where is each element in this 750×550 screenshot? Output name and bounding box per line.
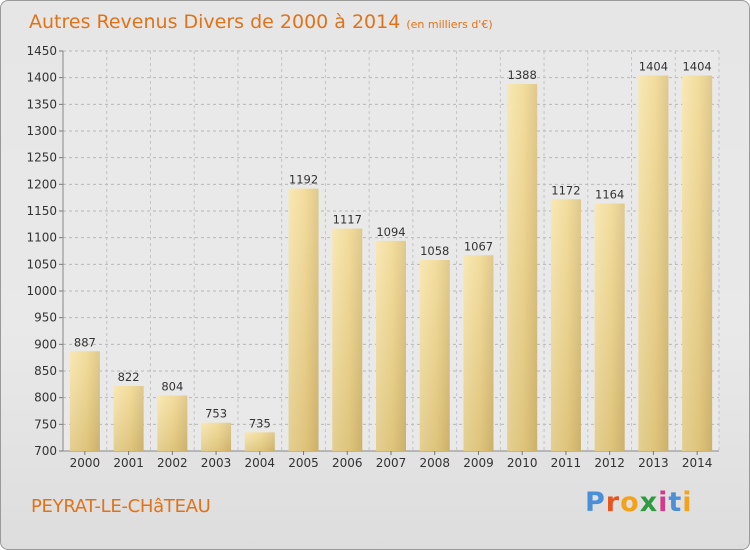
bar-shade bbox=[288, 188, 319, 451]
x-tick-label: 2014 bbox=[682, 456, 713, 470]
y-tick-label: 1200 bbox=[26, 177, 57, 191]
data-label: 1117 bbox=[333, 213, 362, 227]
data-label: 1404 bbox=[682, 60, 711, 74]
y-tick-label: 800 bbox=[34, 391, 57, 405]
bar-shade bbox=[157, 395, 188, 451]
data-label: 887 bbox=[74, 335, 96, 349]
y-tick-label: 1250 bbox=[26, 151, 57, 165]
bar-shade bbox=[201, 422, 232, 451]
x-tick-label: 2013 bbox=[638, 456, 669, 470]
bar-shade bbox=[332, 228, 363, 451]
y-tick-label: 1050 bbox=[26, 257, 57, 271]
y-tick-label: 700 bbox=[34, 444, 57, 458]
bar-shade bbox=[244, 432, 275, 451]
bar-shade bbox=[69, 351, 100, 451]
x-tick-label: 2002 bbox=[157, 456, 188, 470]
x-tick-label: 2011 bbox=[551, 456, 582, 470]
data-label: 1192 bbox=[289, 173, 318, 187]
chart-title: Autres Revenus Divers de 2000 à 2014 (en … bbox=[29, 11, 493, 33]
data-label: 1058 bbox=[420, 244, 449, 258]
proxiti-logo: Proxiti bbox=[585, 487, 693, 518]
chart-unit: (en milliers d'€) bbox=[406, 18, 493, 31]
bar-shade bbox=[507, 84, 538, 452]
x-tick-label: 2005 bbox=[288, 456, 319, 470]
y-tick-label: 900 bbox=[34, 337, 57, 351]
bar-shade bbox=[463, 255, 494, 451]
city-name: PEYRAT-LE-CHâTEAU bbox=[31, 496, 211, 517]
bars bbox=[69, 75, 713, 452]
x-tick-label: 2004 bbox=[245, 456, 276, 470]
data-label: 1404 bbox=[639, 60, 668, 74]
bar-shade bbox=[113, 385, 144, 451]
y-tick-label: 750 bbox=[34, 417, 57, 431]
bar-shade bbox=[419, 260, 450, 451]
x-tick-label: 2001 bbox=[113, 456, 144, 470]
x-tick-label: 2010 bbox=[507, 456, 538, 470]
bar-shade bbox=[594, 203, 625, 451]
y-tick-label: 1450 bbox=[26, 44, 57, 58]
data-label: 804 bbox=[161, 380, 183, 394]
y-tick-label: 1300 bbox=[26, 124, 57, 138]
y-tick-label: 1400 bbox=[26, 71, 57, 85]
bar-shade bbox=[682, 75, 713, 452]
data-label: 822 bbox=[118, 370, 140, 384]
x-tick-label: 2000 bbox=[70, 456, 101, 470]
data-label: 735 bbox=[249, 416, 271, 430]
data-labels: 887 822 804 753 735 1192 1117 1094 1058 1067 1388 1… bbox=[74, 60, 712, 431]
data-label: 1172 bbox=[551, 183, 580, 197]
y-tick-label: 950 bbox=[34, 311, 57, 325]
data-label: 1094 bbox=[376, 225, 405, 239]
y-tick-label: 1150 bbox=[26, 204, 57, 218]
data-label: 1067 bbox=[464, 239, 493, 253]
y-tick-label: 850 bbox=[34, 364, 57, 378]
x-tick-label: 2006 bbox=[332, 456, 363, 470]
bar-shade bbox=[550, 199, 581, 451]
data-label: 1164 bbox=[595, 188, 624, 202]
x-tick-label: 2009 bbox=[463, 456, 494, 470]
x-tick-label: 2008 bbox=[419, 456, 450, 470]
bar-shade bbox=[638, 75, 669, 452]
data-label: 753 bbox=[205, 407, 227, 421]
data-label: 1388 bbox=[508, 68, 537, 82]
x-tick-label: 2012 bbox=[594, 456, 625, 470]
chart-title-text: Autres Revenus Divers de 2000 à 2014 bbox=[29, 11, 401, 33]
y-tick-label: 1000 bbox=[26, 284, 57, 298]
y-tick-label: 1350 bbox=[26, 97, 57, 111]
axes: 700 750 800 850 900 950 1000 1050 1100 1150 1200 12… bbox=[26, 44, 719, 470]
x-tick-label: 2007 bbox=[376, 456, 407, 470]
x-tick-label: 2003 bbox=[201, 456, 232, 470]
y-tick-label: 1100 bbox=[26, 231, 57, 245]
bar-shade bbox=[376, 240, 406, 451]
